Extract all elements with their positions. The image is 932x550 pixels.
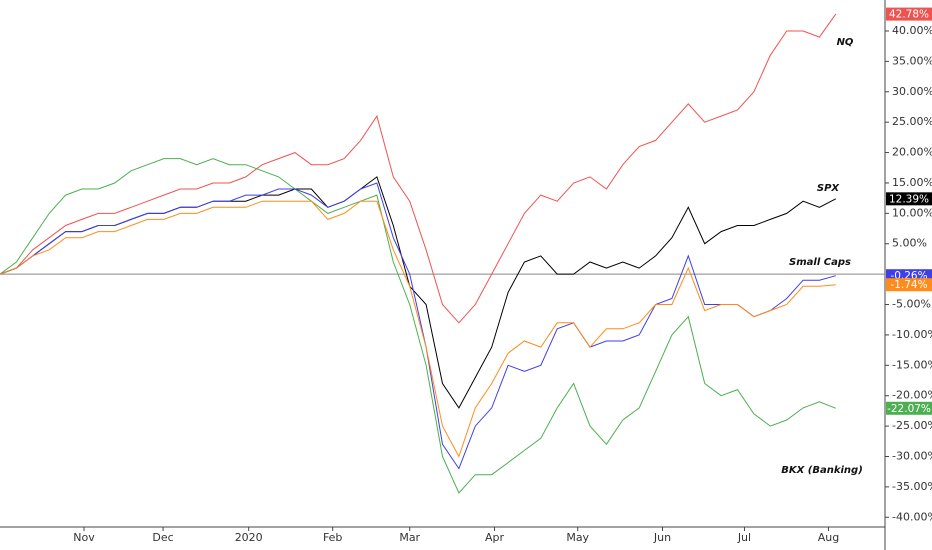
price-label-box xyxy=(886,278,932,292)
y-tick-label: 20.00% xyxy=(892,146,932,159)
price-label-box xyxy=(886,401,932,415)
annotation: SPX xyxy=(817,183,841,194)
y-tick-label: -40.00% xyxy=(892,510,932,523)
price-label-box xyxy=(886,192,932,206)
x-tick-label: Aug xyxy=(818,531,839,544)
y-tick-label: 35.00% xyxy=(892,54,932,67)
annotation: NQ xyxy=(837,37,854,48)
annotation: BKX (Banking) xyxy=(781,465,863,476)
x-tick-label: 2020 xyxy=(235,531,263,544)
x-tick-label: Jul xyxy=(737,531,751,544)
series-line xyxy=(0,176,837,409)
y-tick-label: 5.00% xyxy=(892,237,927,250)
price-label-box xyxy=(886,7,932,21)
y-tick-label: -30.00% xyxy=(892,449,932,462)
y-tick-label: -10.00% xyxy=(892,328,932,341)
price-label: -22.07% xyxy=(887,403,931,415)
y-tick-label: -5.00% xyxy=(892,298,931,311)
series-line xyxy=(0,158,836,494)
x-tick-label: Mar xyxy=(399,531,420,544)
x-tick-label: Nov xyxy=(73,531,95,544)
price-label: 42.78% xyxy=(889,9,929,21)
y-tick-label: 40.00% xyxy=(892,24,932,37)
y-tick-label: 15.00% xyxy=(892,176,932,189)
x-tick-label: May xyxy=(566,531,589,544)
series-line xyxy=(0,182,836,470)
y-tick-label: 25.00% xyxy=(892,115,932,128)
price-label: -1.74% xyxy=(890,279,927,291)
x-tick-label: Dec xyxy=(152,531,173,544)
x-tick-label: Feb xyxy=(323,531,342,544)
x-tick-label: Apr xyxy=(485,531,505,544)
y-tick-label: -25.00% xyxy=(892,419,932,432)
series-line xyxy=(0,13,837,324)
price-label: 12.39% xyxy=(889,193,929,205)
y-tick-label: -15.00% xyxy=(892,358,932,371)
y-tick-label: 10.00% xyxy=(892,206,932,219)
x-tick-label: Jun xyxy=(653,531,671,544)
series-line xyxy=(0,200,836,458)
y-tick-label: 30.00% xyxy=(892,85,932,98)
y-tick-label: -35.00% xyxy=(892,480,932,493)
annotation: Small Caps xyxy=(789,257,851,268)
y-tick-label: -20.00% xyxy=(892,389,932,402)
